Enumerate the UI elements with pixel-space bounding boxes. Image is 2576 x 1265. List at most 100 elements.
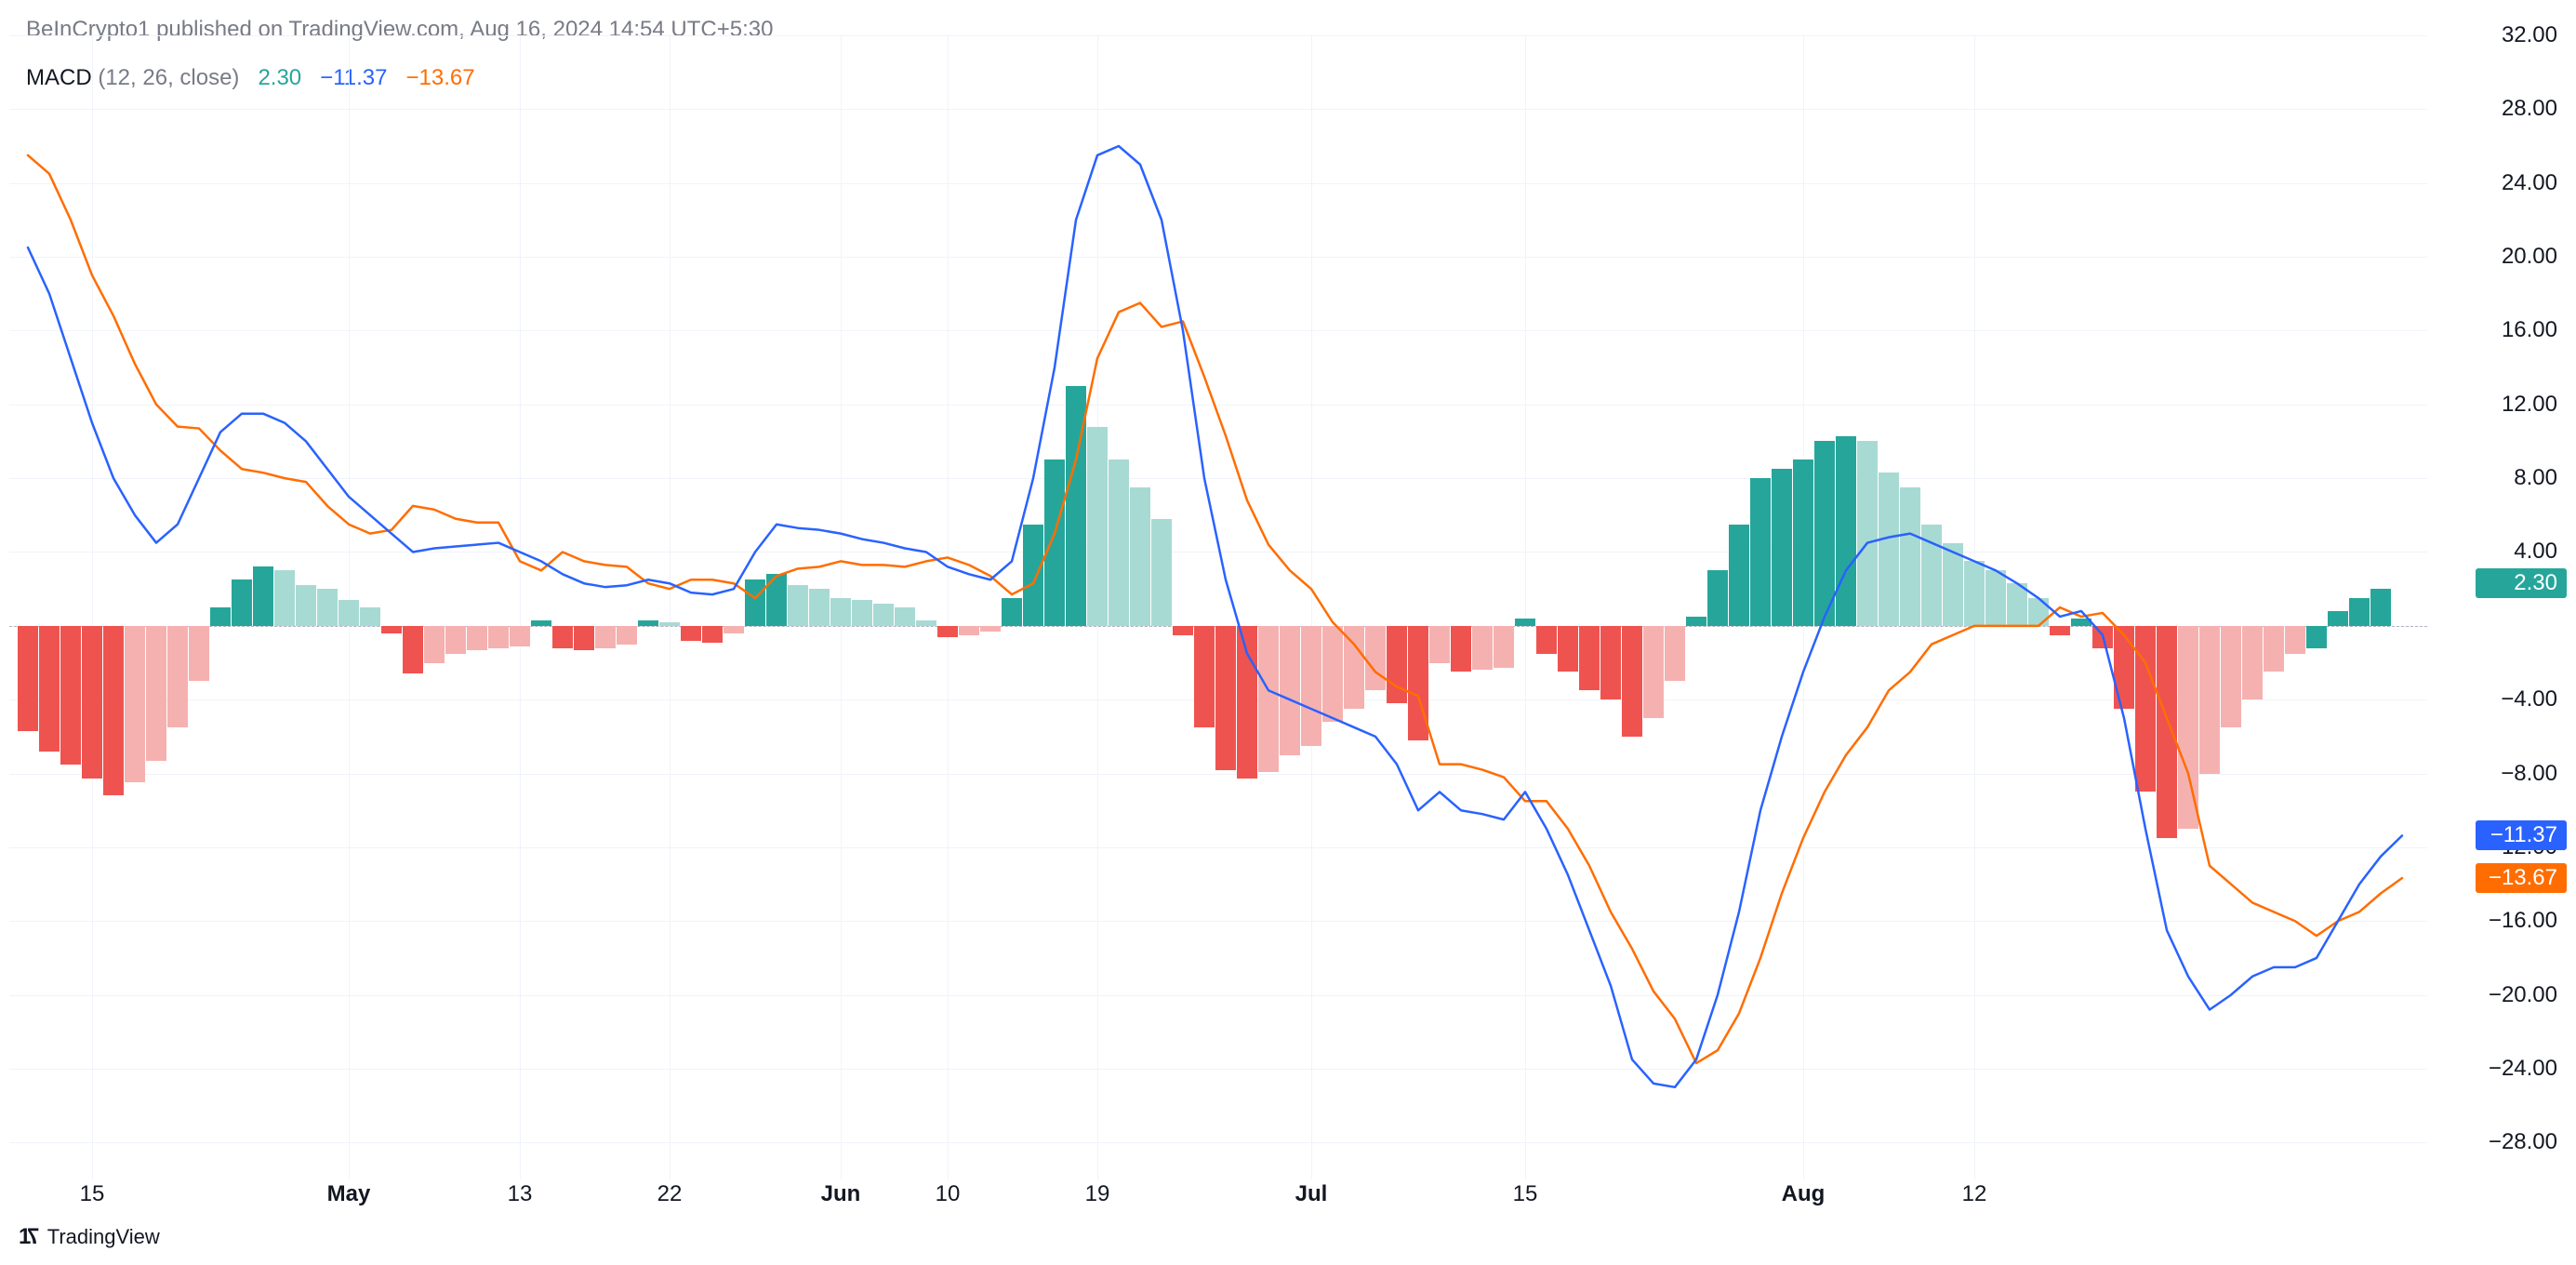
histogram-bar	[574, 626, 594, 650]
histogram-bar	[317, 589, 338, 626]
x-tick-label: 12	[1962, 1181, 1987, 1207]
histogram-bar	[1772, 469, 1792, 626]
y-axis[interactable]: 32.0028.0024.0020.0016.0012.008.004.00−4…	[2437, 35, 2567, 1179]
histogram-bar	[937, 626, 958, 637]
histogram-bar	[745, 579, 765, 626]
histogram-bar	[1472, 626, 1493, 671]
histogram-bar	[1750, 478, 1771, 626]
histogram-bar	[467, 626, 487, 650]
histogram-bar	[1494, 626, 1514, 669]
histogram-bar	[1301, 626, 1321, 746]
histogram-bar	[1044, 459, 1065, 626]
histogram-bar	[39, 626, 60, 752]
histogram-bar	[852, 600, 872, 626]
histogram-bar	[1237, 626, 1257, 779]
histogram-bar	[253, 566, 273, 625]
histogram-bar	[2178, 626, 2198, 829]
chart-plot-area[interactable]	[9, 35, 2427, 1179]
histogram-bar	[60, 626, 81, 765]
histogram-bar	[1793, 459, 1813, 626]
histogram-bar	[1814, 441, 1835, 625]
histogram-bar	[510, 626, 530, 646]
tradingview-logo: ⁠17 TradingView	[19, 1224, 160, 1250]
histogram-bar	[1408, 626, 1428, 740]
histogram-bar	[638, 620, 658, 626]
histogram-bar	[1879, 473, 1899, 626]
y-tick-label: 32.00	[2502, 22, 2557, 48]
x-tick-label: Aug	[1782, 1181, 1826, 1207]
x-tick-label: 13	[508, 1181, 533, 1207]
x-tick-label: 10	[936, 1181, 961, 1207]
histogram-bar	[2050, 626, 2070, 635]
histogram-bar	[232, 579, 252, 626]
y-tick-label: −28.00	[2489, 1129, 2557, 1155]
histogram-bar	[1215, 626, 1236, 770]
histogram-bar	[1258, 626, 1279, 772]
histogram-bar	[1985, 570, 2006, 626]
histogram-bar	[617, 626, 637, 645]
histogram-bar	[445, 626, 466, 654]
y-tick-label: 24.00	[2502, 170, 2557, 196]
histogram-bar	[702, 626, 723, 643]
y-tick-label: −20.00	[2489, 982, 2557, 1008]
histogram-bar	[788, 585, 808, 626]
y-tick-label: 12.00	[2502, 392, 2557, 418]
histogram-bar	[1558, 626, 1578, 672]
histogram-bar	[1579, 626, 1600, 690]
y-tick-label: 20.00	[2502, 244, 2557, 270]
histogram-bar	[1857, 441, 1878, 625]
histogram-bar	[360, 607, 380, 626]
histogram-bar	[1280, 626, 1300, 755]
histogram-bar	[830, 598, 851, 626]
histogram-bar	[1665, 626, 1685, 682]
histogram-bar	[1536, 626, 1557, 654]
histogram-bar	[1943, 543, 1963, 626]
histogram-bar	[189, 626, 209, 682]
histogram-bar	[488, 626, 509, 648]
histogram-bar	[1729, 525, 1749, 626]
x-axis[interactable]: 15May1322Jun1019Jul15Aug12	[9, 1181, 2427, 1218]
y-axis-badge: −13.67	[2476, 863, 2567, 893]
histogram-bar	[873, 604, 894, 626]
histogram-bar	[724, 626, 744, 633]
histogram-bar	[1600, 626, 1621, 699]
histogram-bar	[103, 626, 124, 796]
histogram-bar	[18, 626, 38, 731]
histogram-bar	[2199, 626, 2220, 774]
histogram-bar	[1173, 626, 1193, 635]
histogram-bar	[339, 600, 359, 626]
x-tick-label: Jun	[821, 1181, 861, 1207]
histogram-bar	[681, 626, 701, 641]
histogram-bar	[1194, 626, 1215, 727]
histogram-bar	[1643, 626, 1664, 718]
histogram-bar	[2007, 583, 2027, 626]
histogram-bar	[2221, 626, 2241, 727]
histogram-bar	[1087, 427, 1108, 626]
y-tick-label: −4.00	[2501, 686, 2557, 712]
y-tick-label: 4.00	[2514, 539, 2557, 565]
histogram-bar	[2071, 619, 2091, 626]
histogram-bar	[959, 626, 979, 635]
x-tick-label: 15	[1513, 1181, 1538, 1207]
histogram-bar	[381, 626, 402, 633]
x-tick-label: 15	[80, 1181, 105, 1207]
histogram-bar	[1109, 459, 1129, 626]
y-tick-label: −16.00	[2489, 908, 2557, 934]
histogram-bar	[1151, 519, 1172, 626]
logo-text: TradingView	[47, 1225, 160, 1249]
histogram-bar	[595, 626, 616, 648]
histogram-bar	[1707, 570, 1728, 626]
histogram-bar	[1836, 436, 1856, 626]
x-tick-label: 22	[657, 1181, 683, 1207]
histogram-bar	[809, 589, 830, 626]
histogram-bar	[403, 626, 423, 674]
histogram-bar	[1686, 617, 1706, 626]
histogram-bar	[1066, 386, 1086, 626]
histogram-bar	[146, 626, 166, 761]
histogram-bar	[659, 622, 680, 626]
y-tick-label: 8.00	[2514, 465, 2557, 491]
histogram-bar	[2028, 598, 2049, 626]
histogram-bar	[1002, 598, 1022, 626]
histogram-bar	[2349, 598, 2370, 626]
histogram-bar	[2242, 626, 2263, 699]
